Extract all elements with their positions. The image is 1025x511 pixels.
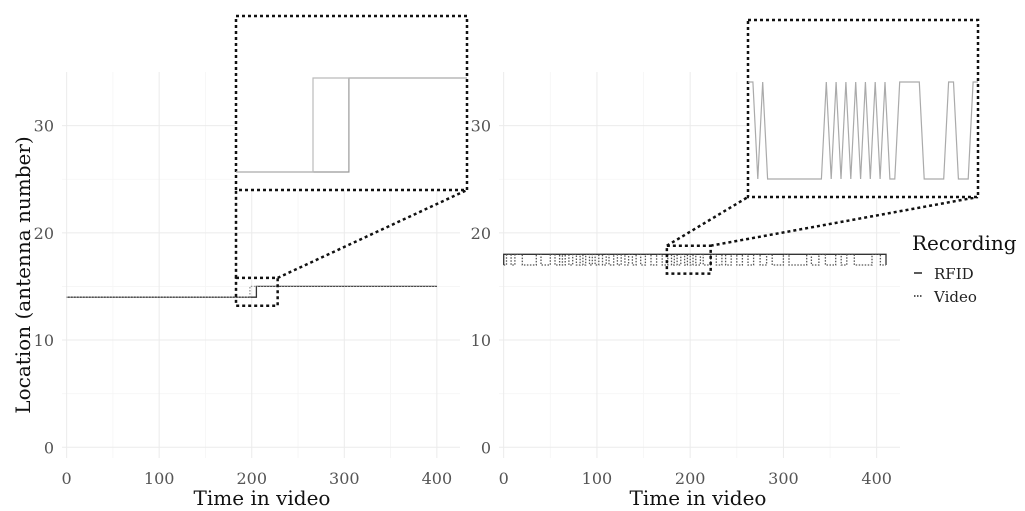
right-connector-line (666, 195, 749, 247)
right-y-tick-label: 10 (471, 331, 491, 350)
left-x-ticks: 0 100 200 300 400 (62, 469, 453, 488)
left-zoom-region (234, 276, 279, 307)
right-inset (746, 18, 980, 199)
left-x-tick-label: 300 (329, 469, 360, 488)
right-y-tick-label: 30 (471, 117, 491, 136)
right-inset-frame (746, 18, 980, 199)
left-y-tick-label: 0 (44, 438, 54, 457)
left-connector-line (277, 188, 468, 280)
right-y-ticks: 0 10 20 30 (471, 117, 491, 458)
right-series-rfid (503, 253, 887, 265)
right-x-ticks: 0 100 200 300 400 (499, 469, 892, 488)
left-y-tick-label: 10 (34, 331, 54, 350)
right-chart-panel: 0 10 20 30 0 100 200 300 400 Time in video (471, 18, 980, 510)
right-x-axis-title: Time in video (630, 486, 767, 510)
right-x-tick-label: 300 (768, 469, 799, 488)
left-x-tick-label: 100 (144, 469, 175, 488)
right-y-tick-label: 20 (471, 224, 491, 243)
left-y-ticks: 0 10 20 30 (34, 117, 54, 458)
legend-title: Recording (912, 231, 1017, 255)
left-chart-panel: 0 10 20 30 0 100 200 300 400 Time in video Loca… (11, 14, 469, 510)
right-zoom-region (665, 244, 712, 275)
left-inset-frame (234, 14, 469, 192)
right-inset-series-video (748, 81, 978, 180)
left-inset (234, 14, 469, 192)
left-inset-series-video (236, 77, 467, 173)
right-inset-lines (748, 81, 978, 180)
left-y-tick-label: 30 (34, 117, 54, 136)
left-x-axis-title: Time in video (194, 486, 331, 510)
left-x-tick-label: 200 (236, 469, 267, 488)
left-x-tick-label: 400 (422, 469, 453, 488)
right-x-tick-label: 400 (861, 469, 892, 488)
right-series (503, 253, 887, 266)
left-inset-lines (236, 77, 467, 173)
left-x-tick-label: 0 (62, 469, 72, 488)
right-series-video (503, 253, 886, 266)
legend: Recording RFID Video (912, 231, 1017, 306)
right-x-tick-label: 0 (499, 469, 509, 488)
legend-label-rfid: RFID (934, 265, 974, 283)
left-y-axis-title: Location (antenna number) (11, 136, 35, 413)
left-series (66, 285, 437, 298)
right-y-tick-label: 0 (481, 438, 491, 457)
legend-label-video: Video (933, 288, 977, 306)
left-y-tick-label: 20 (34, 224, 54, 243)
left-series-rfid (66, 285, 437, 298)
right-x-tick-label: 200 (675, 469, 706, 488)
right-x-tick-label: 100 (582, 469, 613, 488)
